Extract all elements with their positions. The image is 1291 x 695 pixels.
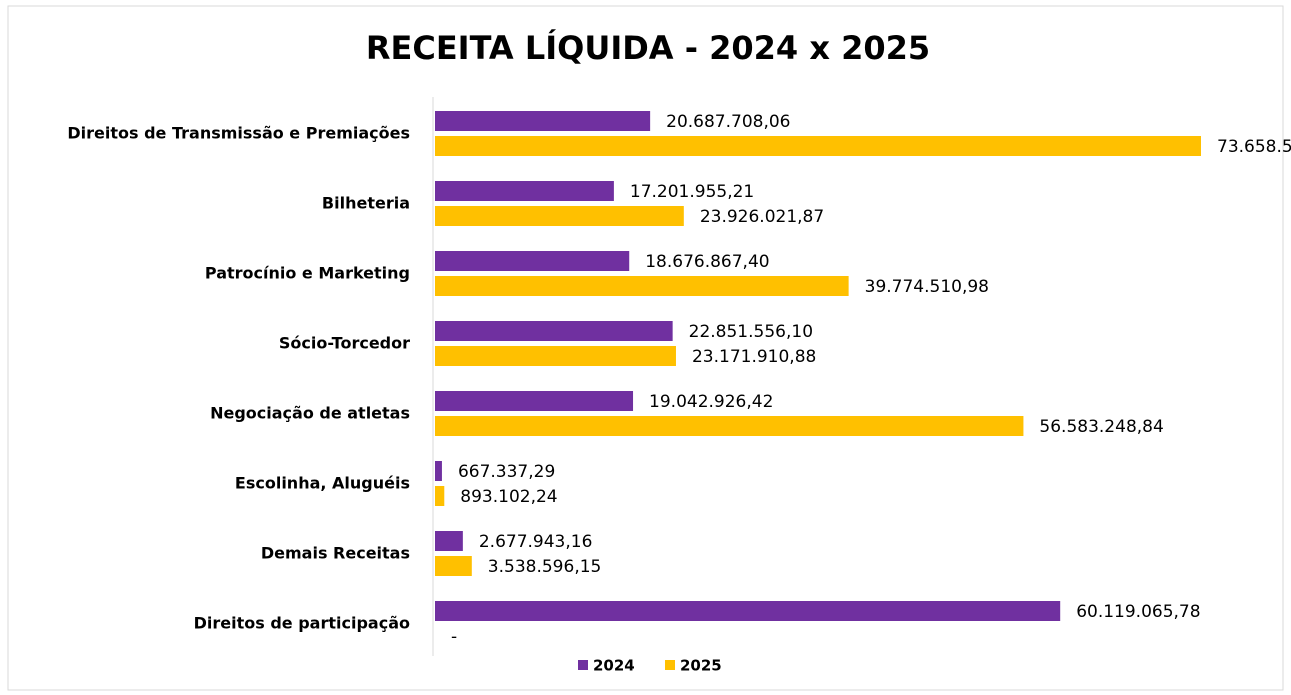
value-label: 20.687.708,06 — [666, 112, 790, 132]
category-label: Demais Receitas — [261, 544, 410, 563]
legend-swatch — [578, 660, 588, 670]
value-label: 667.337,29 — [458, 462, 555, 482]
value-label: 73.658.565,50 — [1217, 137, 1291, 157]
legend-label: 2024 — [593, 657, 635, 675]
category-label: Sócio-Torcedor — [279, 334, 410, 353]
bar — [435, 321, 673, 341]
category-label: Direitos de Transmissão e Premiações — [67, 124, 410, 143]
bar — [435, 416, 1024, 436]
value-label: 56.583.248,84 — [1039, 417, 1163, 437]
value-label: 3.538.596,15 — [488, 557, 602, 577]
bar — [435, 346, 676, 366]
value-label: 23.926.021,87 — [700, 207, 824, 227]
bar — [435, 136, 1201, 156]
bar — [435, 486, 445, 506]
category-label: Bilheteria — [322, 194, 410, 213]
bar — [435, 556, 472, 576]
value-label: 23.171.910,88 — [692, 347, 816, 367]
value-label: 60.119.065,78 — [1076, 602, 1200, 622]
category-label: Patrocínio e Marketing — [205, 264, 410, 283]
category-label: Negociação de atletas — [210, 404, 410, 423]
legend-label: 2025 — [680, 657, 722, 675]
value-label: 18.676.867,40 — [645, 252, 769, 272]
value-label: 893.102,24 — [460, 487, 557, 507]
value-label: 17.201.955,21 — [630, 182, 754, 202]
chart-title: RECEITA LÍQUIDA - 2024 x 2025 — [366, 29, 930, 67]
bar — [435, 181, 614, 201]
category-label: Escolinha, Aluguéis — [235, 474, 410, 493]
bar — [435, 461, 442, 481]
bar — [435, 111, 651, 131]
bar — [435, 276, 849, 296]
bar — [435, 531, 463, 551]
value-label: 19.042.926,42 — [649, 392, 773, 412]
category-label: Direitos de participação — [194, 614, 410, 633]
bar — [435, 206, 684, 226]
value-label: - — [451, 627, 457, 647]
legend-swatch — [665, 660, 675, 670]
value-label: 39.774.510,98 — [865, 277, 989, 297]
bar — [435, 601, 1061, 621]
value-label: 2.677.943,16 — [479, 532, 593, 552]
value-label: 22.851.556,10 — [689, 322, 813, 342]
bar — [435, 391, 634, 411]
bar — [435, 251, 630, 271]
